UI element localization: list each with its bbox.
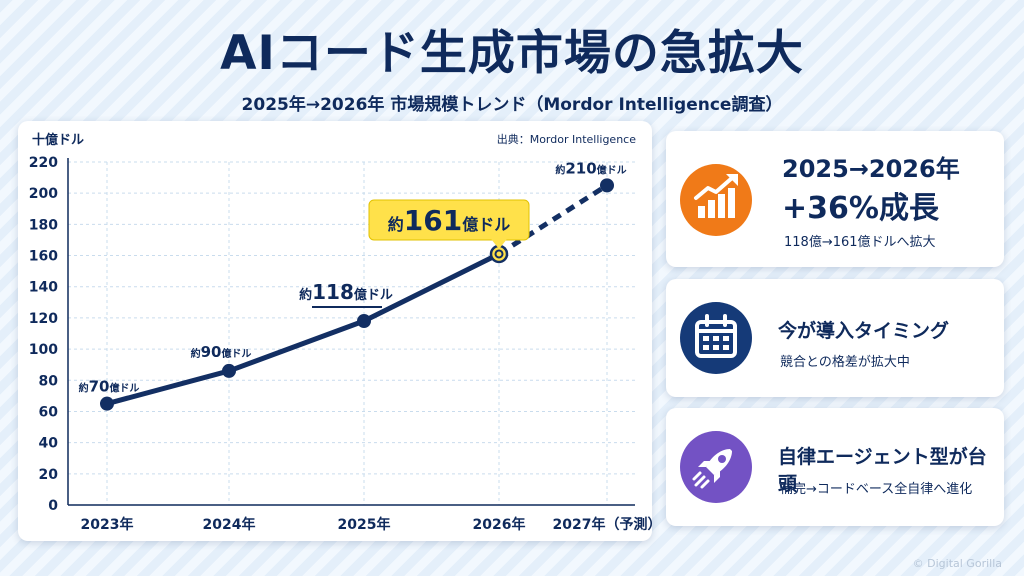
rocket-icon <box>680 431 752 503</box>
y-tick-label: 60 <box>39 404 59 420</box>
page-title: AIコード生成市場の急拡大 <box>220 26 804 81</box>
y-tick-label: 120 <box>29 311 58 327</box>
data-point <box>222 363 236 378</box>
y-unit-label: 十億ドル <box>32 133 85 148</box>
y-tick-label: 80 <box>39 373 59 389</box>
y-tick-label: 20 <box>39 467 59 483</box>
credit-text: © Digital Gorilla <box>912 557 1002 570</box>
callout-pointer <box>491 238 507 249</box>
data-point <box>100 396 114 411</box>
agent-title: 自律エージェント型が台頭 <box>778 446 987 495</box>
x-tick-label: 2024年 <box>203 516 256 533</box>
data-point <box>357 314 371 329</box>
x-tick-label: 2025年 <box>338 516 391 533</box>
y-tick-label: 180 <box>29 217 58 233</box>
x-tick-label: 2026年 <box>473 516 526 533</box>
growth-chart-icon <box>680 164 752 236</box>
page-subtitle: 2025年→2026年 市場規模トレンド（Mordor Intelligence… <box>241 95 783 115</box>
growth-card: 2025→2026年 +36%成長 118億→161億ドルへ拡大 <box>666 131 1004 267</box>
x-tick-label: 2023年 <box>81 516 134 533</box>
growth-period: 2025→2026年 <box>782 155 960 183</box>
data-point <box>600 178 614 193</box>
timing-title: 今が導入タイミング <box>778 320 950 342</box>
callout-label: 約161億ドル <box>388 204 510 237</box>
y-tick-label: 0 <box>48 498 58 514</box>
y-tick-label: 200 <box>29 186 58 202</box>
y-tick-label: 160 <box>29 249 58 265</box>
data-label: 約90億ドル <box>191 343 252 361</box>
data-point-ring <box>494 249 504 259</box>
timing-sub: 競合との格差が拡大中 <box>780 355 910 370</box>
source-label: 出典：Mordor Intelligence <box>496 133 636 146</box>
line-chart: 0 20 40 60 80 100 120 140 160 180 200 220 2023年 2024年… <box>29 155 652 533</box>
data-label: 約118億ドル <box>299 280 393 304</box>
y-tick-label: 220 <box>29 155 58 171</box>
series-line-forecast <box>497 183 609 257</box>
agent-card: 自律エージェント型が台頭 補完→コードベース全自律へ進化 <box>666 408 1004 526</box>
callout-box <box>368 199 530 241</box>
data-label: 約210億ドル <box>555 159 626 177</box>
y-tick-label: 140 <box>29 280 58 296</box>
chart-card: 0 20 40 60 80 100 120 140 160 180 200 220 2023年 2024年… <box>18 121 652 541</box>
growth-rate: +36%成長 <box>782 191 939 226</box>
agent-sub: 補完→コードベース全自律へ進化 <box>780 482 973 497</box>
y-tick-label: 40 <box>39 436 59 452</box>
series-line-actual <box>104 251 502 407</box>
timing-card: 今が導入タイミング 競合との格差が拡大中 <box>666 279 1004 397</box>
growth-detail: 118億→161億ドルへ拡大 <box>784 235 936 250</box>
calendar-icon <box>680 302 752 374</box>
x-tick-label: 2027年（予測） <box>553 516 652 533</box>
y-tick-label: 100 <box>29 342 58 358</box>
data-label: 約70億ドル <box>79 378 140 396</box>
